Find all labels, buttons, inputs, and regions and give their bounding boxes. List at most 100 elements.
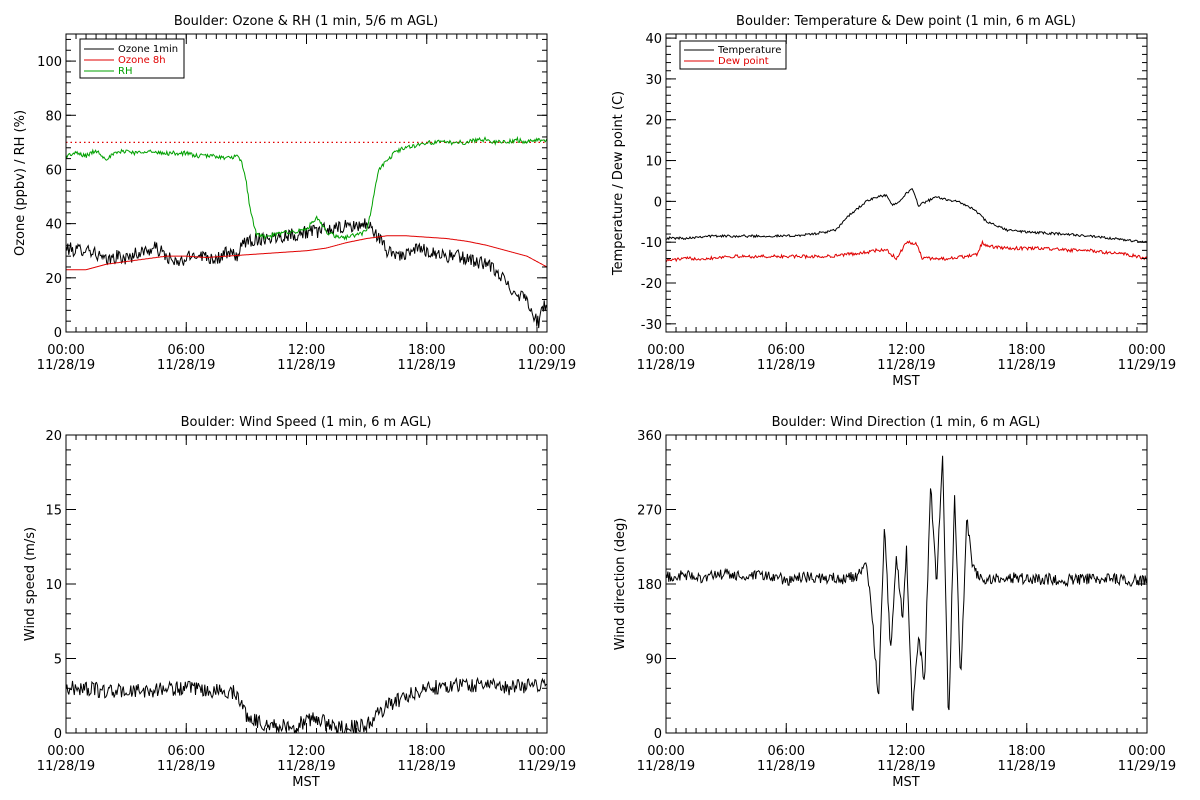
x-tick-label-time: 12:00	[888, 744, 925, 759]
x-tick-label-date: 11/28/19	[637, 358, 695, 373]
y-axis-label-wind-direction: Wind direction (deg)	[613, 518, 628, 651]
y-tick-label: -30	[641, 318, 662, 333]
panel-temperature-dewpoint: Boulder: Temperature & Dew point (1 min,…	[611, 14, 1176, 389]
series-line-dew-point	[666, 239, 1147, 263]
x-tick-label-time: 12:00	[288, 744, 325, 759]
x-tick-label-date: 11/29/19	[518, 759, 576, 774]
x-tick-label-date: 11/28/19	[398, 358, 456, 373]
x-tick-label-date: 11/28/19	[757, 759, 815, 774]
x-tick-label-time: 00:00	[1128, 744, 1165, 759]
x-tick-label-time: 18:00	[1008, 343, 1045, 358]
x-axis-label-wind-speed: MST	[292, 775, 319, 790]
x-tick-label-time: 00:00	[647, 744, 684, 759]
panel-title-ozone-rh: Boulder: Ozone & RH (1 min, 5/6 m AGL)	[174, 14, 438, 29]
y-tick-label: 0	[654, 727, 662, 742]
x-tick-label-date: 11/28/19	[277, 759, 335, 774]
temperature-ticks: -30-20-1001020304000:0011/28/1906:0011/2…	[637, 32, 1176, 373]
x-tick-label-time: 00:00	[1128, 343, 1165, 358]
series-line-temperature	[666, 188, 1147, 243]
series-line	[666, 455, 1147, 711]
y-tick-label: 40	[645, 32, 662, 47]
legend-label-dewpoint: Dew point	[718, 56, 769, 67]
x-tick-label-date: 11/29/19	[518, 358, 576, 373]
y-tick-label: 60	[45, 163, 62, 178]
wind-speed-series-layer	[66, 676, 547, 733]
temperature-series-layer	[666, 188, 1147, 263]
x-tick-label-time: 18:00	[408, 744, 445, 759]
wind-direction-ticks: 09018027036000:0011/28/1906:0011/28/1912…	[637, 429, 1176, 774]
y-tick-label: 10	[645, 155, 662, 170]
x-tick-label-time: 06:00	[768, 744, 805, 759]
x-tick-label-time: 00:00	[528, 343, 565, 358]
x-tick-label-time: 12:00	[888, 343, 925, 358]
x-tick-label-date: 11/28/19	[998, 759, 1056, 774]
ozone-rh-series-layer	[66, 135, 547, 329]
x-tick-label-time: 18:00	[1008, 744, 1045, 759]
y-tick-label: 10	[45, 578, 62, 593]
y-axis-label-wind-speed: Wind speed (m/s)	[23, 527, 38, 641]
x-tick-label-time: 06:00	[768, 343, 805, 358]
panel-title-wind-direction: Boulder: Wind Direction (1 min, 6 m AGL)	[772, 415, 1041, 430]
x-tick-label-time: 00:00	[47, 744, 84, 759]
y-tick-label: -20	[641, 277, 662, 292]
y-tick-label: 20	[645, 114, 662, 129]
series-line-ozone-1min	[66, 218, 547, 329]
x-tick-label-date: 11/28/19	[277, 358, 335, 373]
y-tick-label: 5	[54, 653, 62, 668]
panel-wind-speed: Boulder: Wind Speed (1 min, 6 m AGL) 0 5 1…	[23, 415, 576, 790]
y-tick-label: 180	[637, 578, 662, 593]
y-tick-label: 40	[45, 218, 62, 233]
y-tick-label: 15	[45, 504, 62, 519]
series-line-ozone-8h	[66, 235, 547, 271]
y-tick-label: 80	[45, 109, 62, 124]
x-tick-label-date: 11/28/19	[37, 358, 95, 373]
x-tick-label-date: 11/28/19	[877, 358, 935, 373]
y-tick-label: 0	[54, 727, 62, 742]
y-tick-label: 100	[37, 55, 62, 70]
legend-label-temperature: Temperature	[717, 45, 781, 56]
x-tick-label-date: 11/28/19	[757, 358, 815, 373]
y-tick-label: 90	[645, 653, 662, 668]
legend-ozone-rh: Ozone 1min Ozone 8h RH	[79, 38, 185, 79]
y-tick-label: 20	[45, 429, 62, 444]
wind-speed-ticks: 0510152000:0011/28/1906:0011/28/1912:001…	[37, 429, 576, 774]
x-tick-label-time: 00:00	[647, 343, 684, 358]
y-axis-label-temperature: Temperature / Dew point (C)	[611, 91, 626, 276]
x-tick-label-time: 00:00	[47, 343, 84, 358]
y-tick-label: 20	[45, 272, 62, 287]
x-tick-label-date: 11/28/19	[37, 759, 95, 774]
x-tick-label-time: 06:00	[168, 744, 205, 759]
y-tick-label: 0	[54, 326, 62, 341]
x-tick-label-date: 11/28/19	[157, 358, 215, 373]
legend-box	[679, 40, 787, 70]
panel-wind-direction: Boulder: Wind Direction (1 min, 6 m AGL)…	[613, 415, 1176, 790]
y-tick-label: 0	[654, 195, 662, 210]
x-tick-label-date: 11/28/19	[157, 759, 215, 774]
x-tick-label-date: 11/28/19	[998, 358, 1056, 373]
wind-direction-series-layer	[666, 455, 1147, 711]
x-tick-label-time: 12:00	[288, 343, 325, 358]
legend-label-ozone-8h: Ozone 8h	[118, 55, 166, 66]
ozone-rh-ticks: 02040608010000:0011/28/1906:0011/28/1912…	[37, 34, 576, 373]
x-tick-label-time: 06:00	[168, 343, 205, 358]
x-axis-label-temperature: MST	[892, 374, 919, 389]
x-tick-label-date: 11/28/19	[398, 759, 456, 774]
panel-title-temperature: Boulder: Temperature & Dew point (1 min,…	[736, 14, 1076, 29]
panel-title-wind-speed: Boulder: Wind Speed (1 min, 6 m AGL)	[181, 415, 432, 430]
x-tick-label-date: 11/28/19	[637, 759, 695, 774]
x-tick-label-date: 11/29/19	[1118, 759, 1176, 774]
legend-label-rh: RH	[118, 66, 132, 77]
panel-ozone-rh: Boulder: Ozone & RH (1 min, 5/6 m AGL) 0…	[13, 14, 576, 373]
x-tick-label-time: 00:00	[528, 744, 565, 759]
y-tick-label: 270	[637, 504, 662, 519]
x-tick-label-date: 11/29/19	[1118, 358, 1176, 373]
series-line-rh	[66, 135, 547, 241]
series-line	[66, 676, 547, 733]
x-axis-label-wind-direction: MST	[892, 775, 919, 790]
y-axis-label-ozone-rh: Ozone (ppbv) / RH (%)	[13, 110, 28, 256]
x-tick-label-date: 11/28/19	[877, 759, 935, 774]
y-tick-label: 360	[637, 429, 662, 444]
legend-label-ozone-1min: Ozone 1min	[118, 44, 178, 55]
